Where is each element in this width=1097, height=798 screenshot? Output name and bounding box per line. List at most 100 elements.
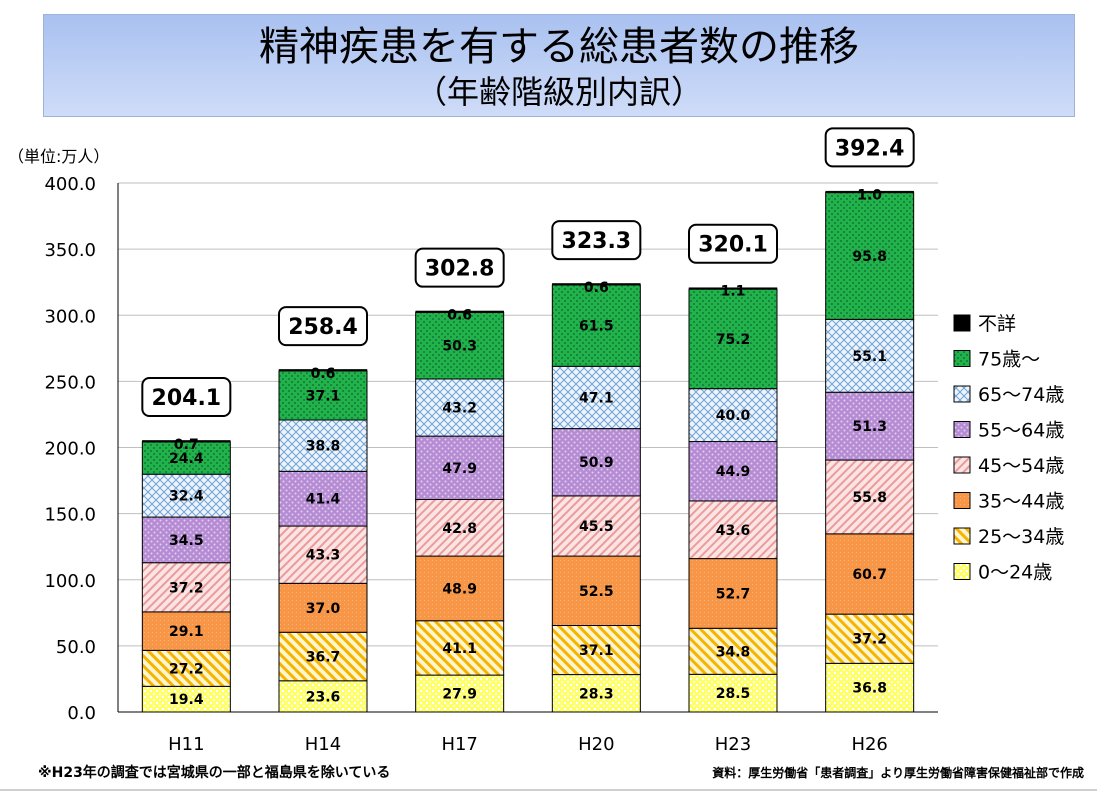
total-label: 392.4 xyxy=(835,136,905,161)
data-label: 45.5 xyxy=(579,519,614,535)
bar-segment xyxy=(551,555,641,627)
bar-segment xyxy=(415,674,505,713)
bar-segment xyxy=(688,388,778,443)
y-tick-label: 0.0 xyxy=(67,703,96,724)
total-label: 258.4 xyxy=(288,315,358,340)
segment-labels: 19.4 27.2 29.1 37.2 34.5 32.4 24.40.7 23.6 36.7 3… xyxy=(169,187,887,708)
data-label: 1.0 xyxy=(857,187,882,203)
bar-segment xyxy=(141,649,231,687)
legend-swatch xyxy=(953,563,971,580)
total-label-box xyxy=(688,223,778,264)
bar-segment xyxy=(825,318,915,393)
bar-segment xyxy=(141,611,231,651)
bar-segment xyxy=(141,441,231,475)
data-label: 55.8 xyxy=(852,490,887,506)
data-label: 0.6 xyxy=(447,308,472,324)
bar-segment xyxy=(825,662,915,713)
bar-segment xyxy=(278,582,368,633)
legend-label: 25～34歳 xyxy=(978,526,1064,548)
total-labels: 204.1 258.4 302.8 323.3 320.1 392.4 xyxy=(141,127,915,418)
data-label: 36.7 xyxy=(306,650,341,666)
data-label: 38.8 xyxy=(306,439,341,455)
y-axis: 0.0 50.0 100.0 150.0 200.0 250.0 300.0 350.0 400… xyxy=(44,174,119,724)
y-tick-label: 350.0 xyxy=(44,240,96,261)
total-label-box xyxy=(551,220,642,261)
bar-segment xyxy=(278,369,368,372)
bar-segment xyxy=(825,190,914,193)
bar-segment xyxy=(415,555,505,622)
y-tick-label: 150.0 xyxy=(44,505,96,526)
data-label: 0.6 xyxy=(311,366,336,382)
legend-label: 75歳～ xyxy=(978,349,1040,371)
bar-segment xyxy=(278,631,368,682)
data-label: 43.2 xyxy=(442,401,477,417)
gridlines xyxy=(118,182,938,647)
data-label: 55.1 xyxy=(852,349,887,365)
bar-segment xyxy=(415,378,505,437)
y-tick-label: 400.0 xyxy=(44,174,96,195)
x-tick-label: H20 xyxy=(578,734,614,755)
x-tick-label: H23 xyxy=(715,734,751,755)
data-label: 28.5 xyxy=(716,686,751,702)
total-label: 302.8 xyxy=(425,257,495,282)
data-label: 95.8 xyxy=(852,249,887,265)
data-label: 43.3 xyxy=(306,548,341,564)
bar-segment xyxy=(278,525,368,584)
bar-segment xyxy=(278,419,368,472)
data-label: 47.1 xyxy=(579,390,614,406)
bar-segment xyxy=(415,498,505,557)
y-tick-label: 200.0 xyxy=(44,439,96,460)
y-tick-label: 50.0 xyxy=(56,637,96,658)
data-label: 28.3 xyxy=(579,686,614,702)
data-label: 24.4 xyxy=(169,451,204,467)
data-label: 41.4 xyxy=(306,492,341,508)
bar-segment xyxy=(552,283,641,286)
data-label: 50.9 xyxy=(579,455,614,471)
total-label-box xyxy=(278,306,368,347)
data-label: 27.2 xyxy=(169,661,204,677)
bar-segment xyxy=(688,673,778,713)
data-label: 52.5 xyxy=(579,584,614,600)
total-label: 323.3 xyxy=(562,229,632,254)
legend-swatch xyxy=(953,350,971,367)
data-label: 34.8 xyxy=(716,644,751,660)
data-label: 37.1 xyxy=(579,643,614,659)
y-tick-label: 300.0 xyxy=(44,306,96,327)
legend-label: 0～24歳 xyxy=(978,562,1052,584)
data-label: 40.0 xyxy=(716,408,751,424)
data-label: 44.9 xyxy=(716,464,751,480)
bar-segment xyxy=(551,674,641,713)
unit-label: （単位:万人） xyxy=(8,147,109,166)
chart-subtitle: （年齢階級別内訳） xyxy=(414,73,703,111)
data-label: 34.5 xyxy=(169,533,204,549)
data-label: 32.4 xyxy=(169,489,204,505)
data-label: 1.1 xyxy=(721,284,746,300)
bar-segment xyxy=(278,370,368,421)
total-label: 320.1 xyxy=(698,233,768,258)
bar-segment xyxy=(825,613,915,664)
legend-label: 35～44歳 xyxy=(978,491,1064,513)
bar-segment xyxy=(278,680,368,713)
data-label: 52.7 xyxy=(716,586,751,602)
legend-swatch xyxy=(953,385,971,403)
x-tick-label: H11 xyxy=(168,734,204,755)
divider xyxy=(0,789,1097,791)
legend-label: 65～74歳 xyxy=(978,384,1064,406)
legend-swatch xyxy=(953,421,971,438)
bar-segment xyxy=(688,500,778,560)
title-banner: 精神疾患を有する総患者数の推移 （年齢階級別内訳） xyxy=(43,14,1075,117)
legend-label: 不詳 xyxy=(978,313,1016,335)
legend-label: 45～54歳 xyxy=(978,455,1064,477)
data-label: 19.4 xyxy=(169,692,204,708)
data-label: 41.1 xyxy=(442,641,477,657)
legend-swatch xyxy=(953,456,971,474)
legend-swatch xyxy=(953,314,971,332)
bar-segment xyxy=(688,288,778,390)
data-label: 75.2 xyxy=(716,332,751,348)
data-label: 27.9 xyxy=(442,687,477,703)
legend-swatch xyxy=(953,527,971,545)
y-tick-label: 250.0 xyxy=(44,372,96,393)
x-axis: H11 H14 H17 H20 H23 H26 xyxy=(118,711,938,755)
data-label: 51.3 xyxy=(852,419,887,435)
data-label: 48.9 xyxy=(442,581,477,597)
